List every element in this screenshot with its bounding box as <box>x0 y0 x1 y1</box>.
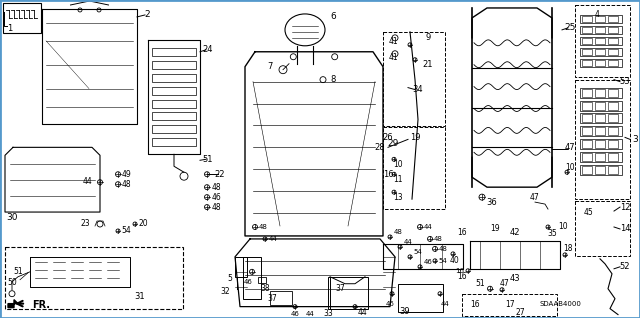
Text: 46: 46 <box>244 279 252 285</box>
Text: 27: 27 <box>515 308 525 317</box>
Text: 14: 14 <box>620 225 630 234</box>
Text: 44: 44 <box>269 236 277 242</box>
Text: 32: 32 <box>220 287 230 296</box>
Text: FR.: FR. <box>32 300 50 310</box>
Text: 51: 51 <box>475 279 485 288</box>
Text: 44: 44 <box>358 308 368 317</box>
Text: 48: 48 <box>433 236 442 242</box>
Text: 2: 2 <box>144 11 150 19</box>
Text: 39: 39 <box>400 307 410 316</box>
Text: 35: 35 <box>547 229 557 239</box>
Text: 52: 52 <box>620 262 630 271</box>
Text: 5: 5 <box>227 274 232 283</box>
Text: 51: 51 <box>13 267 23 276</box>
Text: 4: 4 <box>595 11 600 19</box>
Text: SDAAB4000: SDAAB4000 <box>540 300 582 307</box>
Text: 21: 21 <box>423 60 433 69</box>
Text: 46: 46 <box>424 259 433 265</box>
Text: 6: 6 <box>330 12 336 21</box>
Text: 54: 54 <box>413 249 422 255</box>
Text: 13: 13 <box>393 193 403 202</box>
Text: 18: 18 <box>563 244 573 253</box>
Text: 46: 46 <box>385 300 394 307</box>
Text: 31: 31 <box>134 292 145 301</box>
Text: 44: 44 <box>440 300 449 307</box>
Text: 46: 46 <box>211 193 221 202</box>
Text: 10: 10 <box>558 222 568 232</box>
Text: 50: 50 <box>7 278 17 287</box>
Text: 16: 16 <box>383 170 394 179</box>
Text: 53: 53 <box>620 77 630 86</box>
Text: 47: 47 <box>564 143 575 152</box>
Text: 44: 44 <box>424 224 433 230</box>
Text: 41: 41 <box>388 53 398 62</box>
Text: 30: 30 <box>6 212 18 221</box>
Text: 40: 40 <box>450 256 460 265</box>
Text: 26: 26 <box>383 133 394 142</box>
Text: 7: 7 <box>268 62 273 71</box>
Text: 37: 37 <box>335 284 345 293</box>
Text: 42: 42 <box>509 228 520 237</box>
Text: 23: 23 <box>81 219 90 228</box>
Text: 3: 3 <box>632 135 638 144</box>
Text: 44: 44 <box>404 239 412 245</box>
Text: 48: 48 <box>438 246 447 252</box>
Text: 37: 37 <box>267 294 277 303</box>
Text: 48: 48 <box>394 229 403 235</box>
Text: 38: 38 <box>260 284 270 293</box>
Text: 48: 48 <box>211 203 221 211</box>
Text: 34: 34 <box>413 85 423 94</box>
Text: 44: 44 <box>306 311 314 316</box>
Text: 33: 33 <box>323 309 333 318</box>
Text: 28: 28 <box>374 143 385 152</box>
Text: 16: 16 <box>456 268 465 274</box>
Text: 48: 48 <box>211 183 221 192</box>
Text: 17: 17 <box>505 300 515 309</box>
Text: 25: 25 <box>564 23 576 32</box>
Text: 22: 22 <box>215 170 225 179</box>
Text: 9: 9 <box>426 33 431 42</box>
Text: 44: 44 <box>83 177 92 186</box>
Text: 16: 16 <box>457 272 467 281</box>
Text: 51: 51 <box>203 155 213 164</box>
Text: 54: 54 <box>121 226 131 235</box>
Text: 8: 8 <box>330 75 336 84</box>
Text: 54: 54 <box>438 258 447 264</box>
Text: 19: 19 <box>410 133 420 142</box>
Text: 43: 43 <box>509 274 520 283</box>
Text: 45: 45 <box>583 208 593 217</box>
Text: 49: 49 <box>121 170 131 179</box>
Text: 24: 24 <box>203 45 213 54</box>
Text: 10: 10 <box>565 163 575 172</box>
Text: 19: 19 <box>490 225 500 234</box>
Text: 16: 16 <box>470 300 480 309</box>
Text: 46: 46 <box>291 311 300 316</box>
Text: 16: 16 <box>457 228 467 237</box>
Text: 10: 10 <box>393 160 403 169</box>
Text: 36: 36 <box>486 197 497 207</box>
Text: 47: 47 <box>500 279 510 288</box>
Text: 11: 11 <box>393 175 403 184</box>
Polygon shape <box>8 300 18 308</box>
Text: 48: 48 <box>121 180 131 189</box>
Text: 41: 41 <box>388 37 398 46</box>
Text: 1: 1 <box>8 24 13 33</box>
Text: 47: 47 <box>530 193 540 202</box>
Text: 48: 48 <box>259 224 268 230</box>
Text: 29: 29 <box>387 139 399 148</box>
Text: 12: 12 <box>620 203 630 211</box>
Text: 20: 20 <box>138 219 148 228</box>
